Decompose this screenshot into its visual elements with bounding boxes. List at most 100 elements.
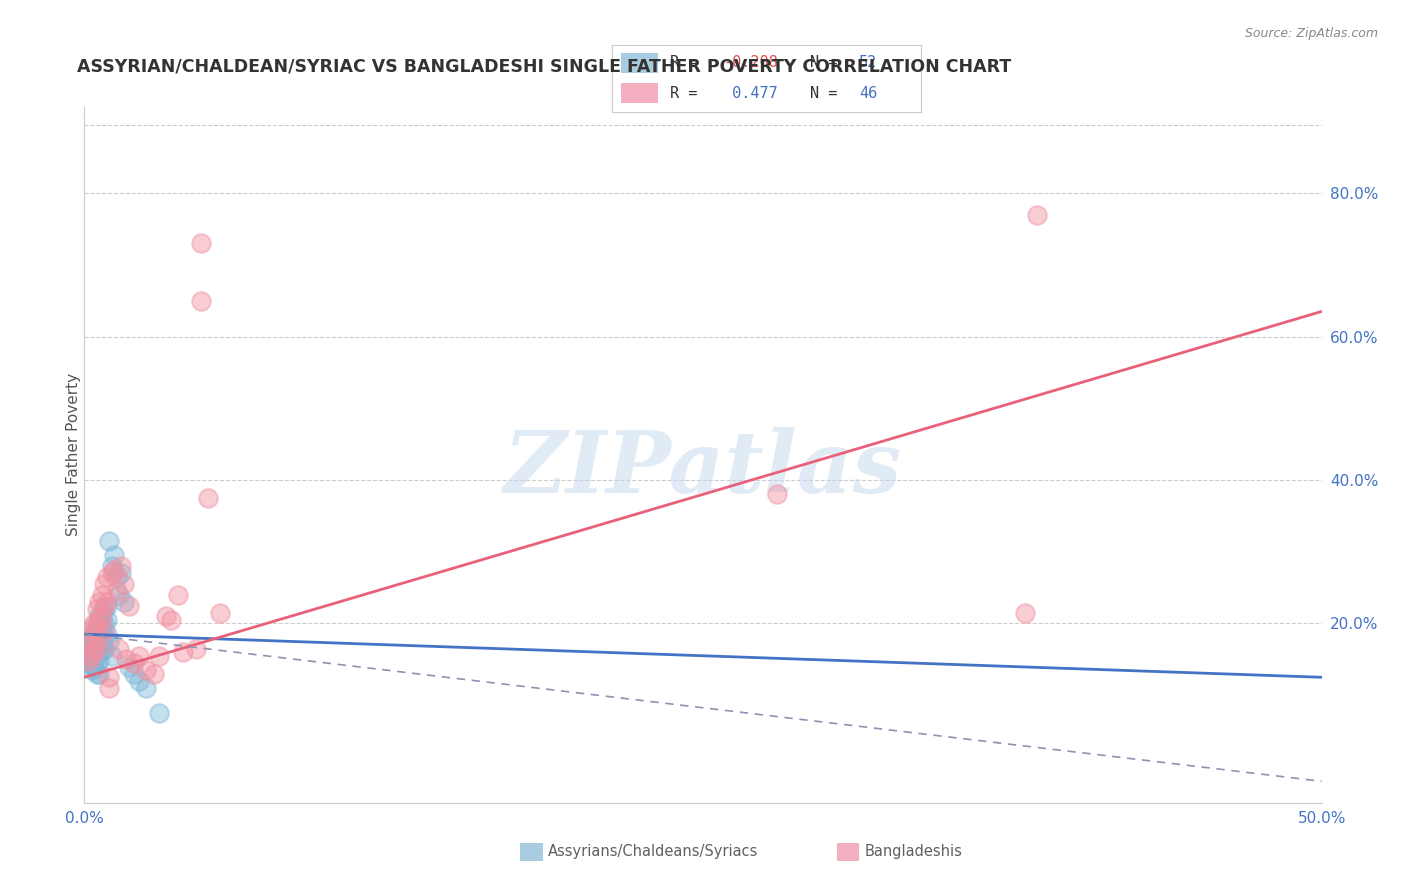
Point	[98, 533, 121, 548]
Point	[79, 634, 101, 648]
Point	[98, 670, 121, 684]
Point	[108, 588, 131, 602]
Point	[90, 609, 112, 624]
Point	[89, 632, 111, 647]
Point	[90, 618, 112, 632]
Point	[93, 599, 115, 613]
Point	[89, 613, 111, 627]
Point	[86, 647, 108, 661]
Point	[90, 644, 112, 658]
Text: 0.477: 0.477	[723, 86, 778, 101]
Text: ZIPatlas: ZIPatlas	[503, 427, 903, 510]
Point	[160, 613, 183, 627]
Point	[100, 648, 122, 663]
Point	[80, 641, 103, 656]
Point	[83, 634, 105, 648]
Point	[80, 648, 103, 663]
Point	[110, 566, 132, 581]
Point	[93, 641, 115, 656]
Point	[96, 599, 118, 613]
Point	[1014, 606, 1036, 620]
Text: -0.208: -0.208	[723, 55, 778, 70]
Point	[110, 559, 132, 574]
Point	[93, 624, 115, 638]
Point	[96, 570, 118, 584]
Point	[122, 666, 145, 681]
Point	[79, 656, 101, 670]
Point	[190, 236, 212, 251]
Point	[89, 654, 111, 668]
Text: Assyrians/Chaldeans/Syriacs: Assyrians/Chaldeans/Syriacs	[548, 845, 759, 859]
Point	[83, 654, 105, 668]
Point	[118, 599, 141, 613]
Text: N =: N =	[810, 55, 846, 70]
Point	[98, 681, 121, 695]
Point	[96, 627, 118, 641]
Point	[190, 293, 212, 308]
Text: 46: 46	[859, 86, 877, 101]
Point	[89, 666, 111, 681]
Point	[93, 629, 115, 643]
Point	[115, 652, 138, 666]
Text: Source: ZipAtlas.com: Source: ZipAtlas.com	[1244, 27, 1378, 40]
Point	[96, 595, 118, 609]
Point	[108, 641, 131, 656]
Point	[79, 638, 101, 652]
Point	[89, 595, 111, 609]
Point	[76, 634, 98, 648]
Point	[103, 563, 125, 577]
Point	[83, 624, 105, 638]
Text: Bangladeshis: Bangladeshis	[865, 845, 963, 859]
Point	[105, 570, 128, 584]
Point	[172, 645, 194, 659]
Text: R =: R =	[671, 86, 707, 101]
Point	[209, 606, 232, 620]
Point	[83, 625, 105, 640]
Point	[766, 487, 789, 501]
Y-axis label: Single Father Poverty: Single Father Poverty	[66, 374, 80, 536]
Point	[128, 648, 150, 663]
Point	[118, 659, 141, 673]
Point	[80, 648, 103, 663]
Point	[80, 663, 103, 677]
Point	[112, 595, 135, 609]
Text: R =: R =	[671, 55, 707, 70]
Point	[100, 566, 122, 581]
Point	[135, 663, 157, 677]
Point	[90, 606, 112, 620]
Point	[90, 588, 112, 602]
Point	[89, 644, 111, 658]
Point	[96, 613, 118, 627]
Point	[76, 648, 98, 663]
Point	[90, 631, 112, 645]
Point	[197, 491, 219, 505]
Point	[122, 656, 145, 670]
Point	[86, 636, 108, 650]
Text: N =: N =	[810, 86, 846, 101]
Point	[93, 577, 115, 591]
Point	[79, 641, 101, 656]
FancyBboxPatch shape	[621, 84, 658, 103]
Point	[80, 620, 103, 634]
Point	[83, 645, 105, 659]
Point	[112, 577, 135, 591]
Point	[148, 706, 170, 720]
Point	[83, 616, 105, 631]
Point	[135, 681, 157, 695]
Point	[83, 661, 105, 675]
Point	[100, 559, 122, 574]
Point	[148, 648, 170, 663]
Point	[76, 648, 98, 663]
Point	[93, 602, 115, 616]
Point	[83, 641, 105, 656]
Point	[86, 656, 108, 670]
Point	[89, 620, 111, 634]
Point	[98, 634, 121, 648]
Point	[93, 616, 115, 631]
Point	[105, 584, 128, 599]
Point	[167, 588, 190, 602]
Point	[86, 602, 108, 616]
Point	[89, 632, 111, 647]
Point	[103, 549, 125, 563]
Text: 52: 52	[859, 55, 877, 70]
